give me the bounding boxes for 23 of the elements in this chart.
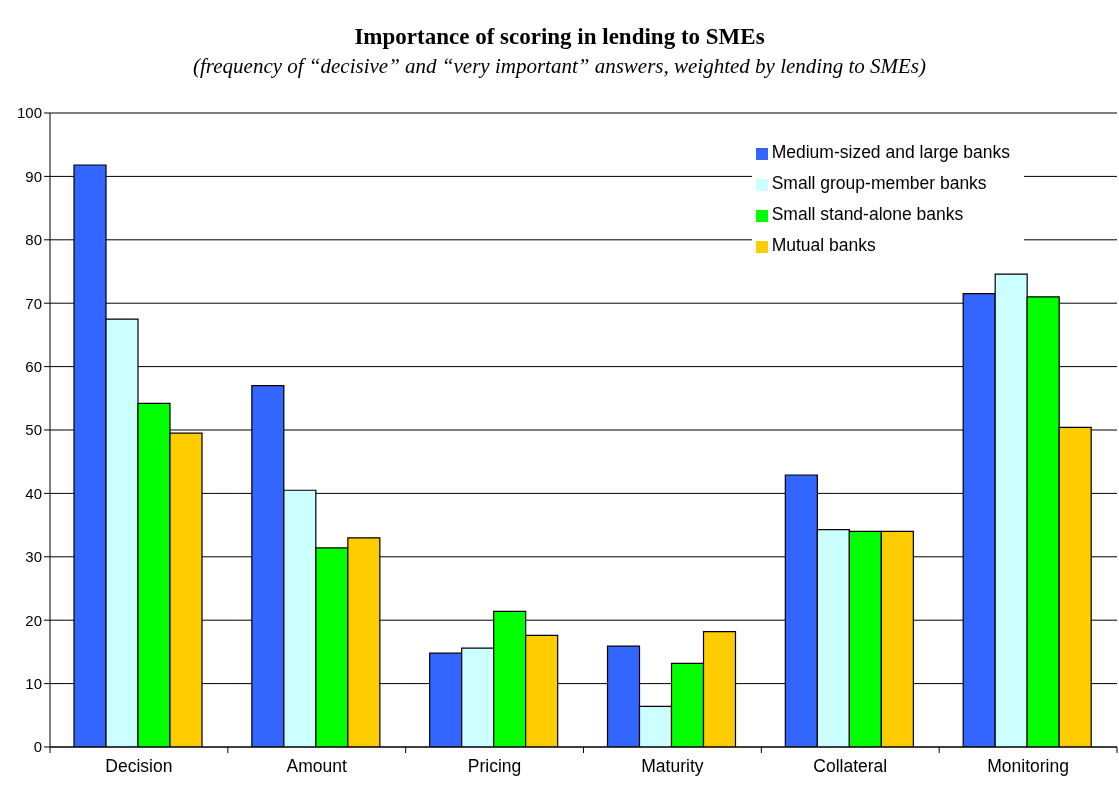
x-tick-label: Collateral	[813, 756, 888, 776]
y-tick-label: 30	[25, 548, 42, 566]
x-tick-label: Maturity	[641, 756, 704, 776]
y-tick-label: 50	[25, 421, 42, 439]
chart-subtitle: (frequency of “decisive” and “very important” answers, weighted by lending to SMEs)	[192, 54, 927, 79]
x-tick-label: Amount	[286, 756, 348, 776]
y-tick-label: 0	[33, 738, 42, 756]
x-tick-label: Monitoring	[987, 756, 1069, 776]
y-tick-label: 20	[25, 611, 42, 629]
x-tick-label: Decision	[105, 756, 173, 776]
y-tick-label: 80	[25, 231, 42, 249]
y-tick-label: 60	[25, 357, 42, 375]
legend-label: Small stand-alone banks	[771, 204, 964, 224]
y-tick-label: 70	[25, 294, 42, 312]
y-tick-label: 100	[16, 104, 42, 122]
y-tick-label: 40	[25, 484, 42, 502]
legend-label: Mutual banks	[771, 235, 876, 255]
y-tick-label: 10	[25, 674, 42, 692]
chart-title: Importance of scoring in lending to SMEs	[353, 24, 766, 50]
legend-label: Small group-member banks	[771, 173, 987, 193]
x-tick-label: Pricing	[467, 756, 522, 776]
legend-label: Medium-sized and large banks	[771, 142, 1010, 162]
y-tick-label: 90	[25, 167, 42, 185]
